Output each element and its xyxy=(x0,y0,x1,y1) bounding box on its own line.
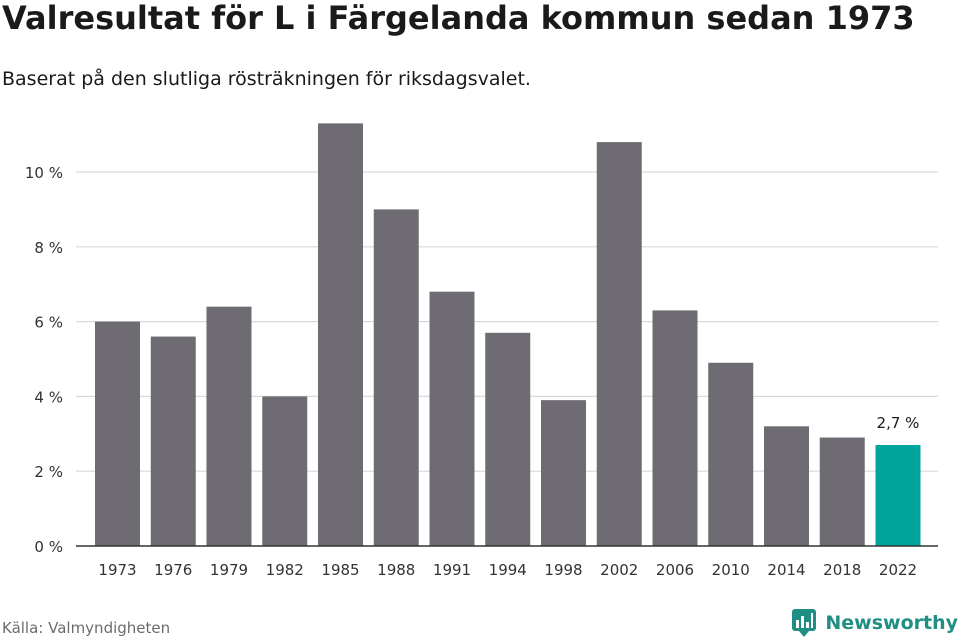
bar-1976 xyxy=(150,336,196,546)
y-tick-label: 10 % xyxy=(25,164,63,182)
y-tick-label: 6 % xyxy=(34,314,63,332)
bar-1998 xyxy=(541,400,586,546)
bar-2018 xyxy=(819,437,865,546)
brand-name: Newsworthy xyxy=(825,612,958,634)
bar-2006 xyxy=(652,310,698,546)
x-tick-label: 1998 xyxy=(544,561,582,579)
bar-2014 xyxy=(764,426,809,546)
data-label-highlight: 2,7 % xyxy=(877,414,920,432)
x-tick-label: 2002 xyxy=(600,561,638,579)
bar-2022 xyxy=(875,445,921,546)
x-axis-tick-labels: 1973 1976 1979 1982 1985 1988 1991 1994 1998 2002… xyxy=(98,561,917,579)
x-tick-label: 2022 xyxy=(879,561,917,579)
brand-logo: Newsworthy xyxy=(791,608,958,638)
x-tick-label: 2010 xyxy=(712,561,750,579)
y-tick-label: 2 % xyxy=(34,463,63,481)
bar-chart-logo-icon xyxy=(792,609,817,637)
x-tick-label: 1988 xyxy=(377,561,415,579)
bar-2002 xyxy=(596,142,642,546)
data-labels: 2,7 % xyxy=(877,414,920,432)
bars xyxy=(95,123,921,546)
x-tick-label: 1973 xyxy=(98,561,136,579)
bar-1973 xyxy=(95,321,140,546)
x-tick-label: 1979 xyxy=(210,561,248,579)
y-tick-label: 4 % xyxy=(34,388,63,406)
x-tick-label: 1982 xyxy=(266,561,304,579)
x-tick-label: 1985 xyxy=(321,561,359,579)
bar-1979 xyxy=(206,306,252,546)
bar-1985 xyxy=(318,123,363,546)
y-tick-label: 8 % xyxy=(34,239,63,257)
y-tick-label: 0 % xyxy=(34,538,63,556)
x-tick-label: 2014 xyxy=(767,561,805,579)
bar-1988 xyxy=(373,209,419,546)
bar-2010 xyxy=(708,362,754,546)
chart-subtitle: Baserat på den slutliga rösträkningen fö… xyxy=(2,68,531,90)
bar-1991 xyxy=(429,291,475,546)
x-tick-label: 1991 xyxy=(433,561,471,579)
chart-title: Valresultat för L i Färgelanda kommun se… xyxy=(2,0,915,37)
x-tick-label: 1994 xyxy=(489,561,527,579)
bar-1994 xyxy=(485,332,531,546)
x-tick-label: 2006 xyxy=(656,561,694,579)
x-tick-label: 1976 xyxy=(154,561,192,579)
y-axis-tick-labels: 0 % 2 % 4 % 6 % 8 % 10 % xyxy=(25,164,63,556)
x-tick-label: 2018 xyxy=(823,561,861,579)
bar-1982 xyxy=(262,396,308,546)
source-note: Källa: Valmyndigheten xyxy=(2,619,171,637)
